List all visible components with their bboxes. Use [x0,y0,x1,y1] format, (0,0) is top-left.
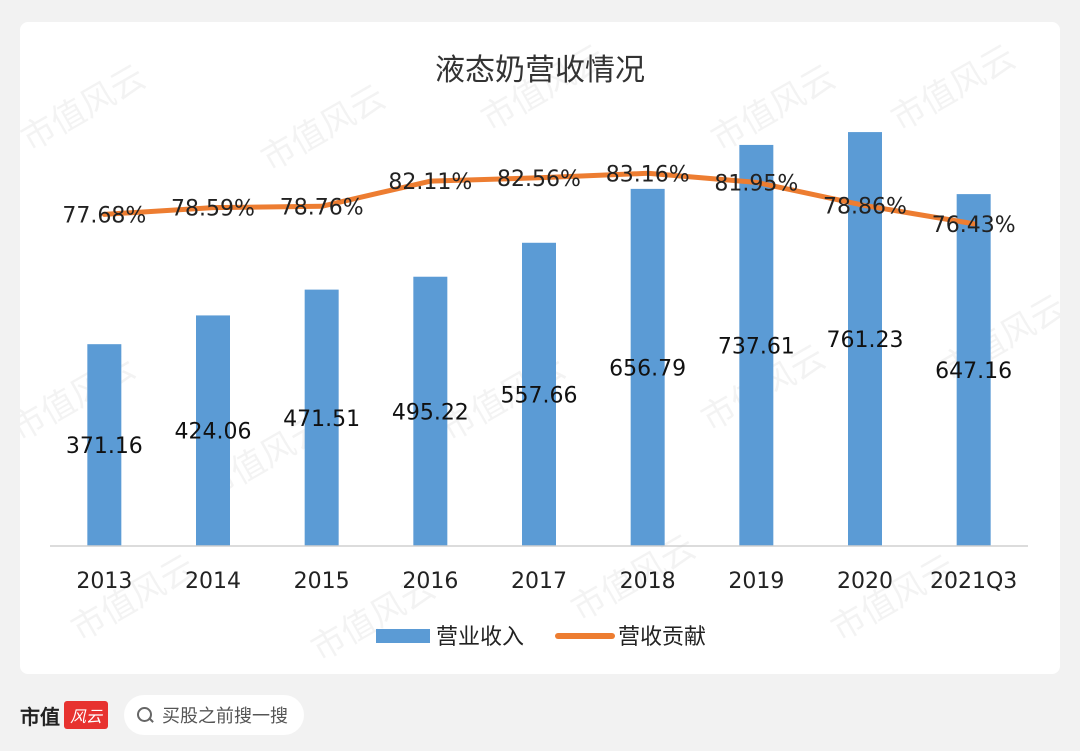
search-placeholder: 买股之前搜一搜 [162,706,289,727]
line-value-label-2016: 82.11% [388,170,472,195]
x-tick-2018: 2018 [620,569,676,594]
bar-value-label-2016: 495.22 [392,400,469,425]
brand-logo[interactable]: 市值 风云 [20,701,109,730]
line-value-label-2021Q3: 76.43% [932,213,1016,238]
search-icon [136,706,154,724]
x-tick-2017: 2017 [511,569,567,594]
bar-value-label-2021Q3: 647.16 [935,359,1012,384]
line-value-label-2018: 83.16% [606,162,690,187]
bar-2017 [522,242,556,546]
bar-2018 [630,188,665,547]
chart-title: 液态奶营收情况 [435,53,645,88]
line-value-label-2014: 78.59% [171,197,255,222]
x-tick-2019: 2019 [728,569,784,594]
legend-label-营收贡献: 营收贡献 [618,625,706,650]
line-value-label-2019: 81.95% [714,171,798,196]
bar-2021Q3 [956,194,991,546]
bar-value-label-2019: 737.61 [718,334,795,359]
x-tick-2020: 2020 [837,569,893,594]
bar-2019 [739,144,774,546]
line-value-label-2013: 77.68% [62,203,146,228]
brand-badge: 风云 [64,701,109,729]
legend-swatch-营业收入 [376,629,430,643]
bar-value-label-2018: 656.79 [609,356,686,381]
bar-value-label-2014: 424.06 [175,420,252,445]
bar-2014 [196,315,230,546]
footer: 市值 风云 买股之前搜一搜 [20,692,305,738]
search-box[interactable]: 买股之前搜一搜 [124,695,305,735]
bar-value-label-2017: 557.66 [501,383,578,408]
x-tick-2016: 2016 [402,569,458,594]
line-value-label-2017: 82.56% [497,167,581,192]
chart-card: 市值风云市值风云市值风云市值风云市值风云市值风云市值风云市值风云市值风云市值风云… [20,22,1060,674]
x-tick-2021Q3: 2021Q3 [930,569,1017,594]
x-tick-2015: 2015 [294,569,350,594]
chart: 市值风云市值风云市值风云市值风云市值风云市值风云市值风云市值风云市值风云市值风云… [20,37,1060,670]
brand-text: 市值 [20,704,60,729]
bar-value-label-2013: 371.16 [66,434,143,459]
line-value-label-2020: 78.86% [823,195,907,220]
bar-2016 [413,276,448,546]
x-tick-2013: 2013 [76,569,132,594]
line-value-label-2015: 78.76% [280,195,364,220]
bar-2015 [304,289,339,546]
x-tick-2014: 2014 [185,569,241,594]
bar-value-label-2015: 471.51 [283,407,360,432]
legend-label-营业收入: 营业收入 [436,625,524,650]
bar-2013 [87,344,122,546]
bar-value-label-2020: 761.23 [827,328,904,353]
